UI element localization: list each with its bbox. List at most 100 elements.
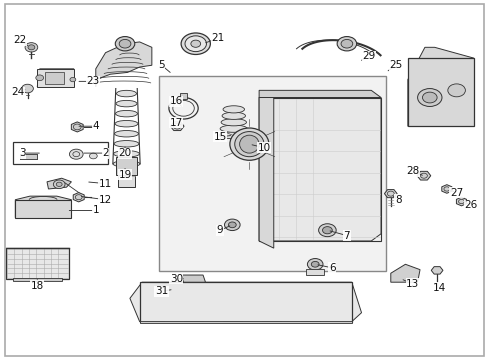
Circle shape: [336, 37, 356, 51]
Circle shape: [340, 40, 352, 48]
Text: 21: 21: [211, 33, 224, 43]
Text: 23: 23: [86, 76, 100, 86]
Circle shape: [322, 226, 331, 234]
Text: 19: 19: [118, 170, 131, 180]
Text: 24: 24: [11, 87, 24, 97]
Circle shape: [21, 84, 33, 93]
Text: 4: 4: [92, 121, 99, 131]
Polygon shape: [130, 282, 361, 321]
Bar: [13, 142, 108, 164]
Ellipse shape: [116, 100, 137, 107]
Polygon shape: [259, 98, 380, 241]
Bar: [5, 248, 69, 279]
Ellipse shape: [114, 140, 139, 147]
Polygon shape: [47, 178, 71, 189]
Text: 5: 5: [158, 60, 164, 70]
Polygon shape: [430, 267, 442, 274]
Text: 2: 2: [102, 148, 109, 158]
Circle shape: [119, 40, 131, 48]
Ellipse shape: [114, 131, 138, 137]
Ellipse shape: [113, 161, 140, 167]
Bar: [44, 72, 64, 84]
Text: 26: 26: [464, 200, 477, 210]
Text: 22: 22: [14, 35, 27, 45]
Circle shape: [307, 258, 323, 270]
Bar: [118, 166, 135, 187]
Text: 16: 16: [169, 96, 183, 106]
Circle shape: [28, 45, 35, 50]
Bar: [306, 269, 324, 275]
Circle shape: [53, 180, 65, 189]
Text: 11: 11: [99, 179, 112, 189]
Circle shape: [311, 261, 319, 267]
Text: 13: 13: [405, 279, 419, 289]
Circle shape: [447, 84, 465, 97]
Ellipse shape: [234, 132, 264, 157]
Text: 17: 17: [169, 118, 183, 128]
Circle shape: [190, 40, 200, 47]
Bar: [15, 200, 71, 218]
Ellipse shape: [116, 90, 136, 97]
Text: 12: 12: [99, 195, 112, 205]
Polygon shape: [390, 264, 419, 282]
Ellipse shape: [239, 135, 259, 153]
Bar: [116, 157, 137, 175]
Ellipse shape: [115, 111, 137, 117]
Ellipse shape: [115, 121, 138, 127]
Polygon shape: [96, 42, 152, 87]
Circle shape: [70, 77, 76, 82]
Polygon shape: [441, 185, 451, 193]
Polygon shape: [37, 69, 74, 87]
Text: 7: 7: [343, 231, 349, 240]
Circle shape: [24, 86, 30, 91]
Text: 20: 20: [118, 148, 131, 158]
Text: 18: 18: [31, 281, 44, 291]
Circle shape: [181, 33, 210, 54]
Bar: [179, 93, 187, 99]
Text: 3: 3: [20, 148, 26, 158]
Circle shape: [318, 224, 335, 237]
Circle shape: [56, 182, 62, 186]
Circle shape: [417, 89, 441, 107]
Bar: [159, 76, 385, 271]
Bar: [20, 154, 37, 159]
Text: 31: 31: [155, 286, 168, 296]
Circle shape: [224, 219, 240, 230]
Text: 8: 8: [394, 195, 401, 205]
Bar: [13, 278, 61, 281]
Text: 14: 14: [432, 283, 445, 293]
Polygon shape: [71, 122, 83, 132]
Text: 1: 1: [92, 206, 99, 216]
Ellipse shape: [222, 112, 245, 120]
Polygon shape: [416, 171, 430, 180]
Text: 6: 6: [328, 263, 335, 273]
Polygon shape: [259, 98, 273, 248]
Circle shape: [184, 36, 206, 51]
Circle shape: [89, 153, 97, 159]
Ellipse shape: [221, 119, 246, 126]
Bar: [259, 98, 380, 241]
Polygon shape: [181, 275, 205, 282]
Bar: [37, 69, 74, 87]
Bar: [140, 320, 351, 323]
Circle shape: [69, 149, 83, 159]
Polygon shape: [384, 190, 396, 198]
Text: 25: 25: [388, 60, 402, 70]
Polygon shape: [170, 122, 183, 131]
Polygon shape: [20, 154, 37, 159]
Ellipse shape: [229, 128, 268, 160]
Text: 29: 29: [362, 51, 375, 61]
Text: 27: 27: [449, 188, 462, 198]
Ellipse shape: [220, 125, 247, 132]
Text: 28: 28: [405, 166, 419, 176]
Text: 9: 9: [216, 225, 223, 235]
Polygon shape: [407, 47, 473, 126]
Circle shape: [25, 42, 38, 52]
Polygon shape: [259, 90, 380, 98]
Circle shape: [228, 222, 236, 228]
Polygon shape: [455, 197, 466, 206]
Bar: [407, 58, 473, 126]
Bar: [140, 282, 351, 321]
Ellipse shape: [113, 150, 139, 157]
Circle shape: [422, 92, 436, 103]
